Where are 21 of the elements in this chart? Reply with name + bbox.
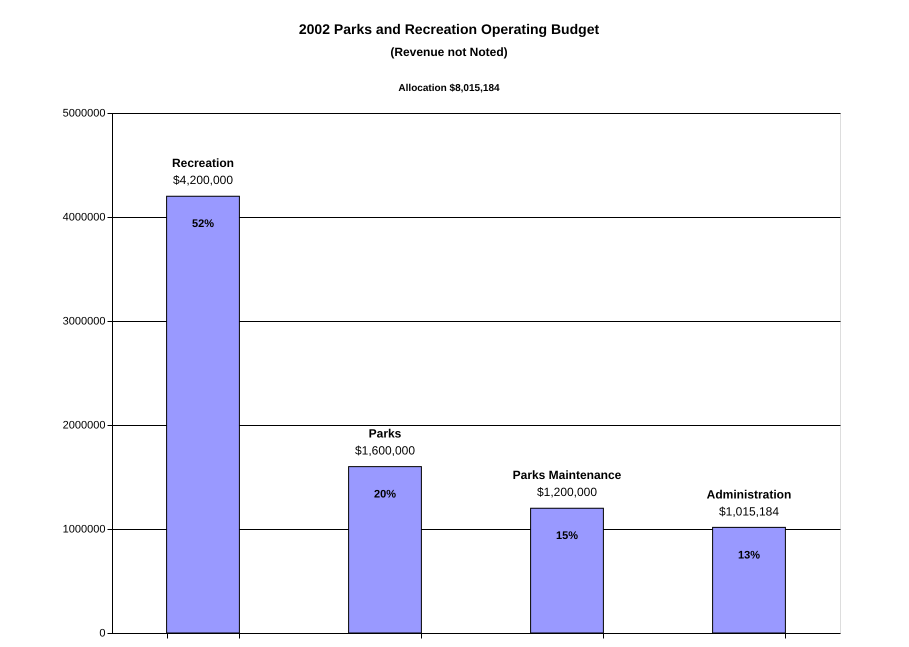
text: Allocation $8,015,184: [398, 83, 500, 94]
annotation: 20%: [374, 488, 396, 501]
annotation: 15%: [556, 530, 578, 542]
y-tick-label: 3000000: [62, 316, 106, 328]
x-tick-label: Parks Maintenance: [512, 468, 622, 482]
y-tick-label: 5000000: [62, 108, 106, 120]
x-tick-label: Administration: [706, 487, 792, 502]
x-tick-label: Parks: [368, 426, 402, 441]
y-tick-label: 4000000: [62, 212, 106, 224]
x-tick-label: Recreation: [172, 156, 234, 170]
annotation: 52%: [192, 218, 214, 230]
annotation: 13%: [738, 549, 760, 562]
y-tick-label: 1000000: [62, 524, 106, 536]
data-label: $1,015,184: [718, 504, 780, 518]
y-tick-label: 0: [99, 628, 106, 640]
data-label: $1,200,000: [536, 485, 598, 500]
data-label: $4,200,000: [172, 173, 234, 188]
chart-subtitle: (Revenue not Noted): [390, 45, 508, 59]
data-label: $1,600,000: [354, 444, 416, 458]
y-tick-label: 2000000: [62, 420, 106, 432]
chart-title: 2002 Parks and Recreation Operating Budget: [298, 21, 600, 37]
